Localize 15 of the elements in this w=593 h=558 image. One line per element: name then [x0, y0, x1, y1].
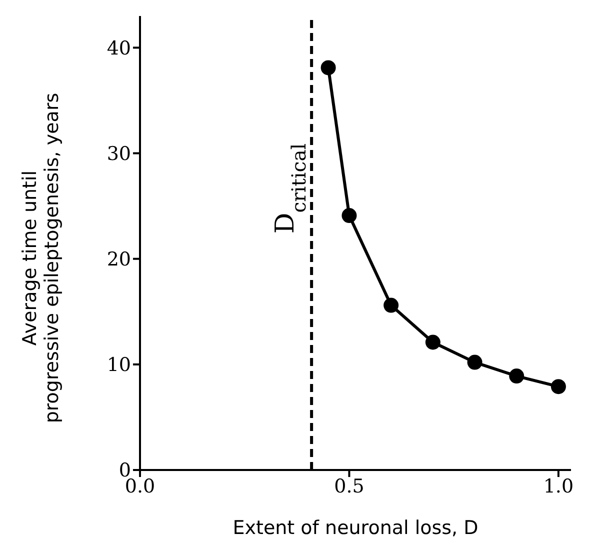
point [467, 354, 482, 370]
y-tick-label: 20 [106, 248, 131, 271]
point [425, 334, 440, 350]
point [384, 298, 399, 313]
y-tick-label: 30 [106, 143, 131, 165]
point [550, 379, 566, 394]
y-tick-label: 40 [106, 37, 131, 60]
x-axis-title: Extent of neuronal loss, D [232, 517, 478, 539]
point [342, 208, 357, 224]
y-tick-label: 10 [106, 354, 131, 376]
point [509, 368, 524, 384]
point [320, 60, 336, 76]
y-axis-title: Average time until progressive epileptogenesis, years [19, 92, 63, 424]
x-tick-label: 0.5 [334, 475, 364, 498]
x-tick-label: 1.0 [543, 475, 574, 498]
